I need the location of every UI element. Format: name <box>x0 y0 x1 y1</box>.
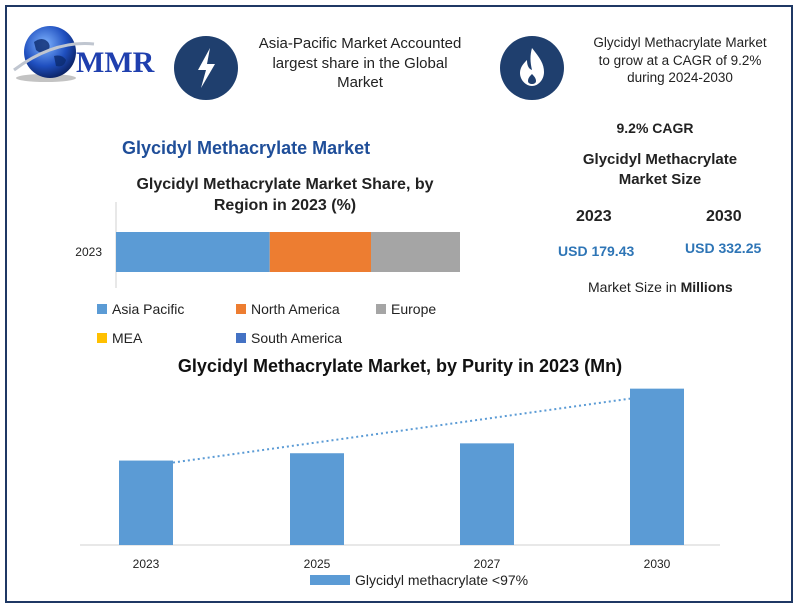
share-chart-title: Glycidyl Methacrylate Market Share, by R… <box>136 176 434 214</box>
year-2023-label: 2023 <box>576 208 612 225</box>
legend-swatch <box>97 333 107 343</box>
legend-north-america: North America <box>236 301 340 317</box>
purity-tick-label: 2025 <box>304 557 331 571</box>
share-segment-europe <box>371 232 460 272</box>
value-2023: USD 179.43 <box>558 243 635 259</box>
share-segment-asia-pacific <box>116 232 270 272</box>
cagr-label: 9.2% CAGR <box>616 120 694 136</box>
globe-icon <box>13 26 95 82</box>
purity-bar-2030 <box>630 388 684 545</box>
value-2030: USD 332.25 <box>685 240 762 256</box>
purity-bar-2023 <box>119 460 173 545</box>
legend-swatch <box>310 575 350 585</box>
lightning-icon-circle <box>174 36 238 100</box>
mmr-logo: MMR <box>10 20 160 90</box>
purity-trendline <box>172 397 631 464</box>
market-size-unit: Market Size in Millions <box>588 279 733 295</box>
logo-text: MMR <box>76 46 155 79</box>
share-category-label: 2023 <box>75 245 102 259</box>
legend-mea: MEA <box>97 330 142 346</box>
legend-asia-pacific: Asia Pacific <box>97 301 184 317</box>
lightning-icon <box>198 48 215 88</box>
purity-chart-title: Glycidyl Methacrylate Market, by Purity … <box>177 356 623 376</box>
flame-icon <box>520 48 544 86</box>
market-title: Glycidyl Methacrylate Market <box>122 138 371 158</box>
legend-swatch <box>236 304 246 314</box>
purity-tick-label: 2023 <box>133 557 160 571</box>
region-share-chart: 2023 <box>75 202 460 288</box>
year-2030-label: 2030 <box>706 208 742 225</box>
legend-swatch <box>97 304 107 314</box>
header-left-note: Asia-Pacific Market Accounted largest sh… <box>258 35 462 91</box>
market-size-title: Glycidyl Methacrylate Market Size <box>582 151 738 188</box>
purity-bar-2025 <box>290 453 344 545</box>
flame-icon-circle <box>500 36 564 100</box>
purity-bar-chart: 2023 2025 2027 2030 <box>80 388 720 571</box>
legend-swatch <box>236 333 246 343</box>
legend-purity: Glycidyl methacrylate <97% <box>310 572 528 588</box>
header-right-note: Glycidyl Methacrylate Market to grow at … <box>593 35 767 86</box>
legend-south-america: South America <box>236 330 342 346</box>
outer-frame <box>5 5 793 603</box>
purity-tick-label: 2027 <box>474 557 501 571</box>
purity-tick-label: 2030 <box>644 557 671 571</box>
purity-bar-2027 <box>460 443 514 545</box>
share-segment-north-america <box>269 232 371 272</box>
legend-swatch <box>376 304 386 314</box>
legend-europe: Europe <box>376 301 436 317</box>
